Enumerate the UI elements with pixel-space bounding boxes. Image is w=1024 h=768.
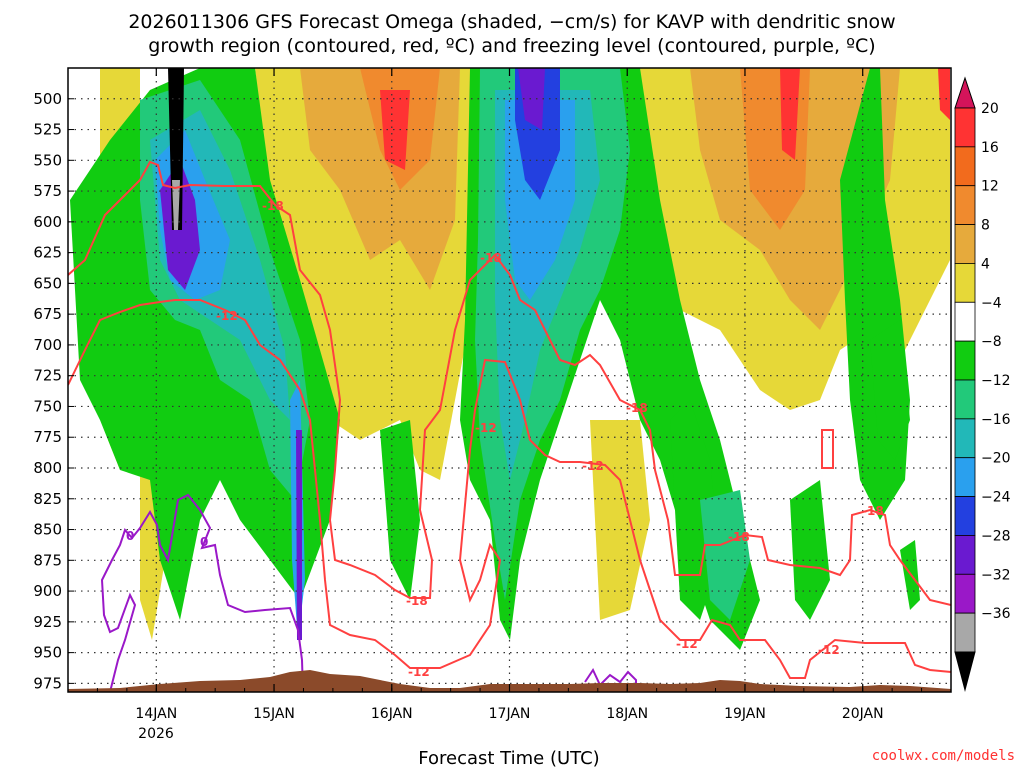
- colorbar-label: 16: [981, 140, 999, 156]
- plot-area: [68, 68, 951, 692]
- colorbar-box: [954, 496, 976, 536]
- dgz-contour-lower: [68, 299, 951, 679]
- dgz-contour-small: [821, 429, 834, 469]
- y-tick-label: 525: [33, 121, 62, 139]
- contour-label: -18: [406, 594, 428, 608]
- freezing-contour-labels: 0 0: [126, 529, 208, 549]
- contour-label: -12: [408, 665, 430, 679]
- x-axis-year: 2026: [138, 726, 174, 742]
- colorbar-label: −24: [981, 490, 1011, 506]
- y-tick-label: 875: [33, 551, 62, 569]
- y-tick-label: 650: [33, 274, 62, 292]
- y-tick-label: 950: [33, 644, 62, 662]
- colorbar-label: −16: [981, 412, 1011, 428]
- contour-label: -18: [626, 401, 648, 415]
- y-tick-label: 850: [33, 521, 62, 539]
- x-tick-label: 15JAN: [253, 706, 295, 722]
- y-tick-label: 500: [33, 90, 62, 108]
- y-tick-label: 900: [33, 582, 62, 600]
- x-tick-label: 16JAN: [371, 706, 413, 722]
- y-tick-label: 750: [33, 397, 62, 415]
- freezing-label: 0: [200, 535, 208, 549]
- colorbar-box: [954, 185, 976, 225]
- colorbar-label: −36: [981, 606, 1011, 622]
- x-tick-label: 14JAN: [135, 706, 177, 722]
- contour-label: -18: [862, 504, 884, 518]
- colorbar-box: [954, 340, 976, 381]
- freezing-label: 0: [126, 529, 134, 543]
- x-axis: 14JAN 15JAN 16JAN 17JAN 18JAN 19JAN 20JAN: [67, 68, 952, 722]
- y-tick-label: 675: [33, 305, 62, 323]
- freezing-contours: [100, 493, 637, 692]
- dgz-contours: [68, 160, 951, 679]
- grid-lines: [68, 68, 951, 692]
- colorbar-box: [954, 301, 976, 342]
- y-tick-label: 700: [33, 336, 62, 354]
- colorbar-box: [954, 612, 976, 653]
- contour-label: -18: [728, 530, 750, 544]
- colorbar-box: [954, 263, 976, 303]
- colorbar-label: −32: [981, 567, 1011, 583]
- colorbar: 20 16 12 8 4 −4 −8 −12 −16 −20 −24 −28 −32 −36: [954, 76, 1011, 692]
- y-tick-label: 725: [33, 367, 62, 385]
- x-tick-label: 17JAN: [489, 706, 531, 722]
- x-axis-title: Forecast Time (UTC): [418, 748, 599, 768]
- colorbar-box: [954, 457, 976, 497]
- contour-label: -18: [262, 199, 284, 213]
- colorbar-label: −20: [981, 451, 1011, 467]
- y-tick-label: 625: [33, 244, 62, 262]
- colorbar-box: [954, 418, 976, 459]
- y-axis: 500 525 550 575 600 625 650 675 700 725 750 775 800 8…: [33, 90, 74, 692]
- freezing-contour-small: [584, 667, 637, 692]
- y-tick-label: 775: [33, 428, 62, 446]
- colorbar-label: 8: [981, 218, 990, 234]
- colorbar-label: −12: [981, 373, 1011, 389]
- omega-shading: [70, 68, 950, 650]
- colorbar-label: −4: [981, 295, 1002, 311]
- colorbar-box: [954, 535, 976, 575]
- chart-title-line2: growth region (contoured, red, ºC) and f…: [148, 35, 875, 57]
- contour-label: -12: [475, 421, 497, 435]
- colorbar-top-arrow: [954, 76, 976, 109]
- contour-label: -18: [480, 251, 502, 265]
- terrain-fill: [68, 670, 951, 692]
- dgz-contour-upper: [68, 160, 951, 606]
- y-tick-label: 575: [33, 182, 62, 200]
- y-tick-label: 550: [33, 151, 62, 169]
- colorbar-label: −8: [981, 334, 1002, 350]
- y-tick-label: 925: [33, 613, 62, 631]
- y-tick-label: 825: [33, 490, 62, 508]
- colorbar-label: 4: [981, 256, 990, 272]
- credit-text: coolwx.com/models: [872, 748, 1015, 764]
- x-tick-label: 18JAN: [606, 706, 648, 722]
- colorbar-label: 20: [981, 101, 999, 117]
- colorbar-box: [954, 379, 976, 420]
- y-tick-label: 600: [33, 213, 62, 231]
- chart-title-line1: 2026011306 GFS Forecast Omega (shaded, −…: [128, 11, 895, 33]
- colorbar-box: [954, 573, 976, 614]
- colorbar-label: −28: [981, 528, 1011, 544]
- y-tick-label: 975: [33, 674, 62, 692]
- colorbar-box: [954, 224, 976, 264]
- contour-label: -12: [818, 643, 840, 657]
- freezing-contour-main: [100, 493, 304, 692]
- colorbar-label: 12: [981, 179, 999, 195]
- x-tick-label: 20JAN: [842, 706, 884, 722]
- contour-label: -12: [676, 637, 698, 651]
- contour-label: -12: [582, 459, 604, 473]
- x-tick-label: 19JAN: [724, 706, 766, 722]
- colorbar-box: [954, 107, 976, 148]
- dgz-contour-labels: -18 -12 -18 -12 -18 -12 -12 -18 -12 -18 …: [216, 199, 884, 679]
- colorbar-box: [954, 146, 976, 187]
- y-tick-label: 800: [33, 459, 62, 477]
- colorbar-bottom-arrow: [954, 651, 976, 692]
- contour-label: -12: [216, 309, 238, 323]
